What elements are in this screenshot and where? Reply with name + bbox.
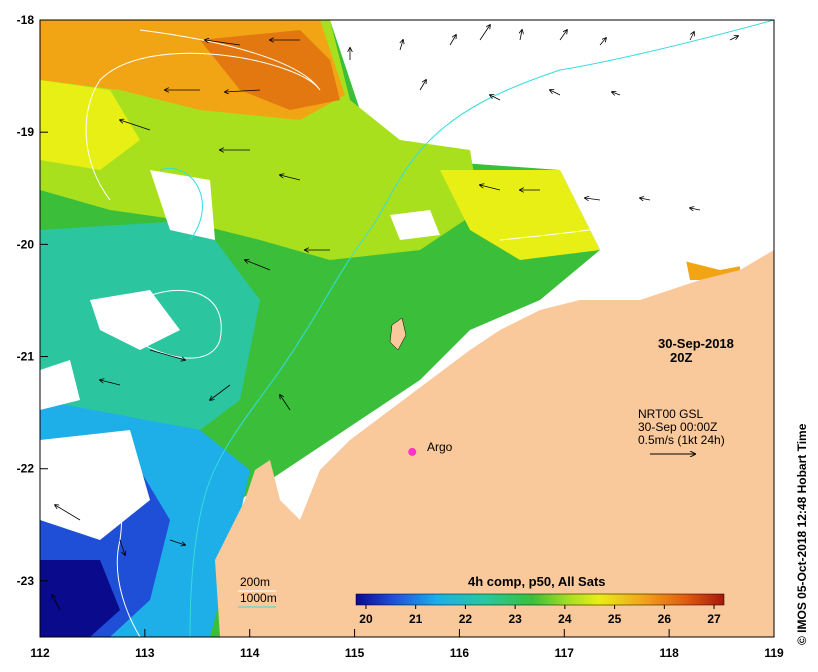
colorbar-tick-label: 25 — [608, 612, 622, 626]
colorbar-tick-label: 20 — [359, 612, 373, 626]
lat-tick-label: -20 — [17, 237, 35, 251]
map-time: 20Z — [670, 350, 692, 365]
cloud-gaps — [40, 20, 774, 540]
land-mass — [215, 250, 774, 637]
colorbar-tick-label: 21 — [409, 612, 423, 626]
sst-field — [40, 20, 740, 637]
colorbar-tick-label: 23 — [508, 612, 522, 626]
colorbar-tick-label: 22 — [459, 612, 473, 626]
isobath-1000m — [159, 20, 774, 637]
lat-tick-label: -22 — [17, 462, 35, 476]
credit-text: © IMOS 05-Oct-2018 12:48 Hobart Time — [795, 423, 809, 645]
lon-tick-label: 113 — [135, 646, 155, 660]
lat-tick-label: -23 — [17, 574, 35, 588]
isobath-legend: 200m 1000m — [234, 575, 280, 611]
legend-200m: 200m — [240, 575, 270, 589]
legend-1000m: 1000m — [240, 591, 277, 605]
lon-tick-label: 119 — [764, 646, 784, 660]
lon-tick-label: 115 — [345, 646, 365, 660]
current-source: NRT00 GSL — [638, 407, 703, 421]
lat-tick-label: -18 — [17, 13, 35, 27]
argo-label: Argo — [427, 440, 453, 454]
latitude-axis: -18 -19 -20 -21 -22 -23 — [17, 13, 48, 588]
argo-marker: Argo — [408, 440, 453, 456]
lon-tick-label: 116 — [450, 646, 470, 660]
colorbar-tick-label: 27 — [707, 612, 721, 626]
map-area — [40, 20, 774, 637]
current-time: 30-Sep 00:00Z — [638, 420, 717, 434]
map-frame — [39, 19, 775, 638]
lon-tick-label: 118 — [659, 646, 679, 660]
longitude-axis: 112 113 114 115 116 117 118 119 — [30, 629, 784, 660]
lon-tick-label: 117 — [555, 646, 575, 660]
lon-tick-label: 114 — [240, 646, 260, 660]
vector-scale-label: 0.5m/s (1kt 24h) — [638, 433, 725, 447]
lon-tick-label: 112 — [30, 646, 50, 660]
colorbar-tick-label: 26 — [658, 612, 672, 626]
map-date: 30-Sep-2018 — [658, 336, 734, 351]
isobath-200m — [59, 29, 601, 637]
colorbar-tick-label: 24 — [558, 612, 572, 626]
lat-tick-label: -19 — [17, 125, 35, 139]
island — [389, 317, 407, 351]
current-vectors — [52, 25, 738, 611]
colorbar-title: 4h comp, p50, All Sats — [468, 574, 606, 589]
colorbar: 4h comp, p50, All Sats 20 21 22 23 24 25 26 27 — [355, 574, 725, 626]
lat-tick-label: -21 — [17, 350, 35, 364]
